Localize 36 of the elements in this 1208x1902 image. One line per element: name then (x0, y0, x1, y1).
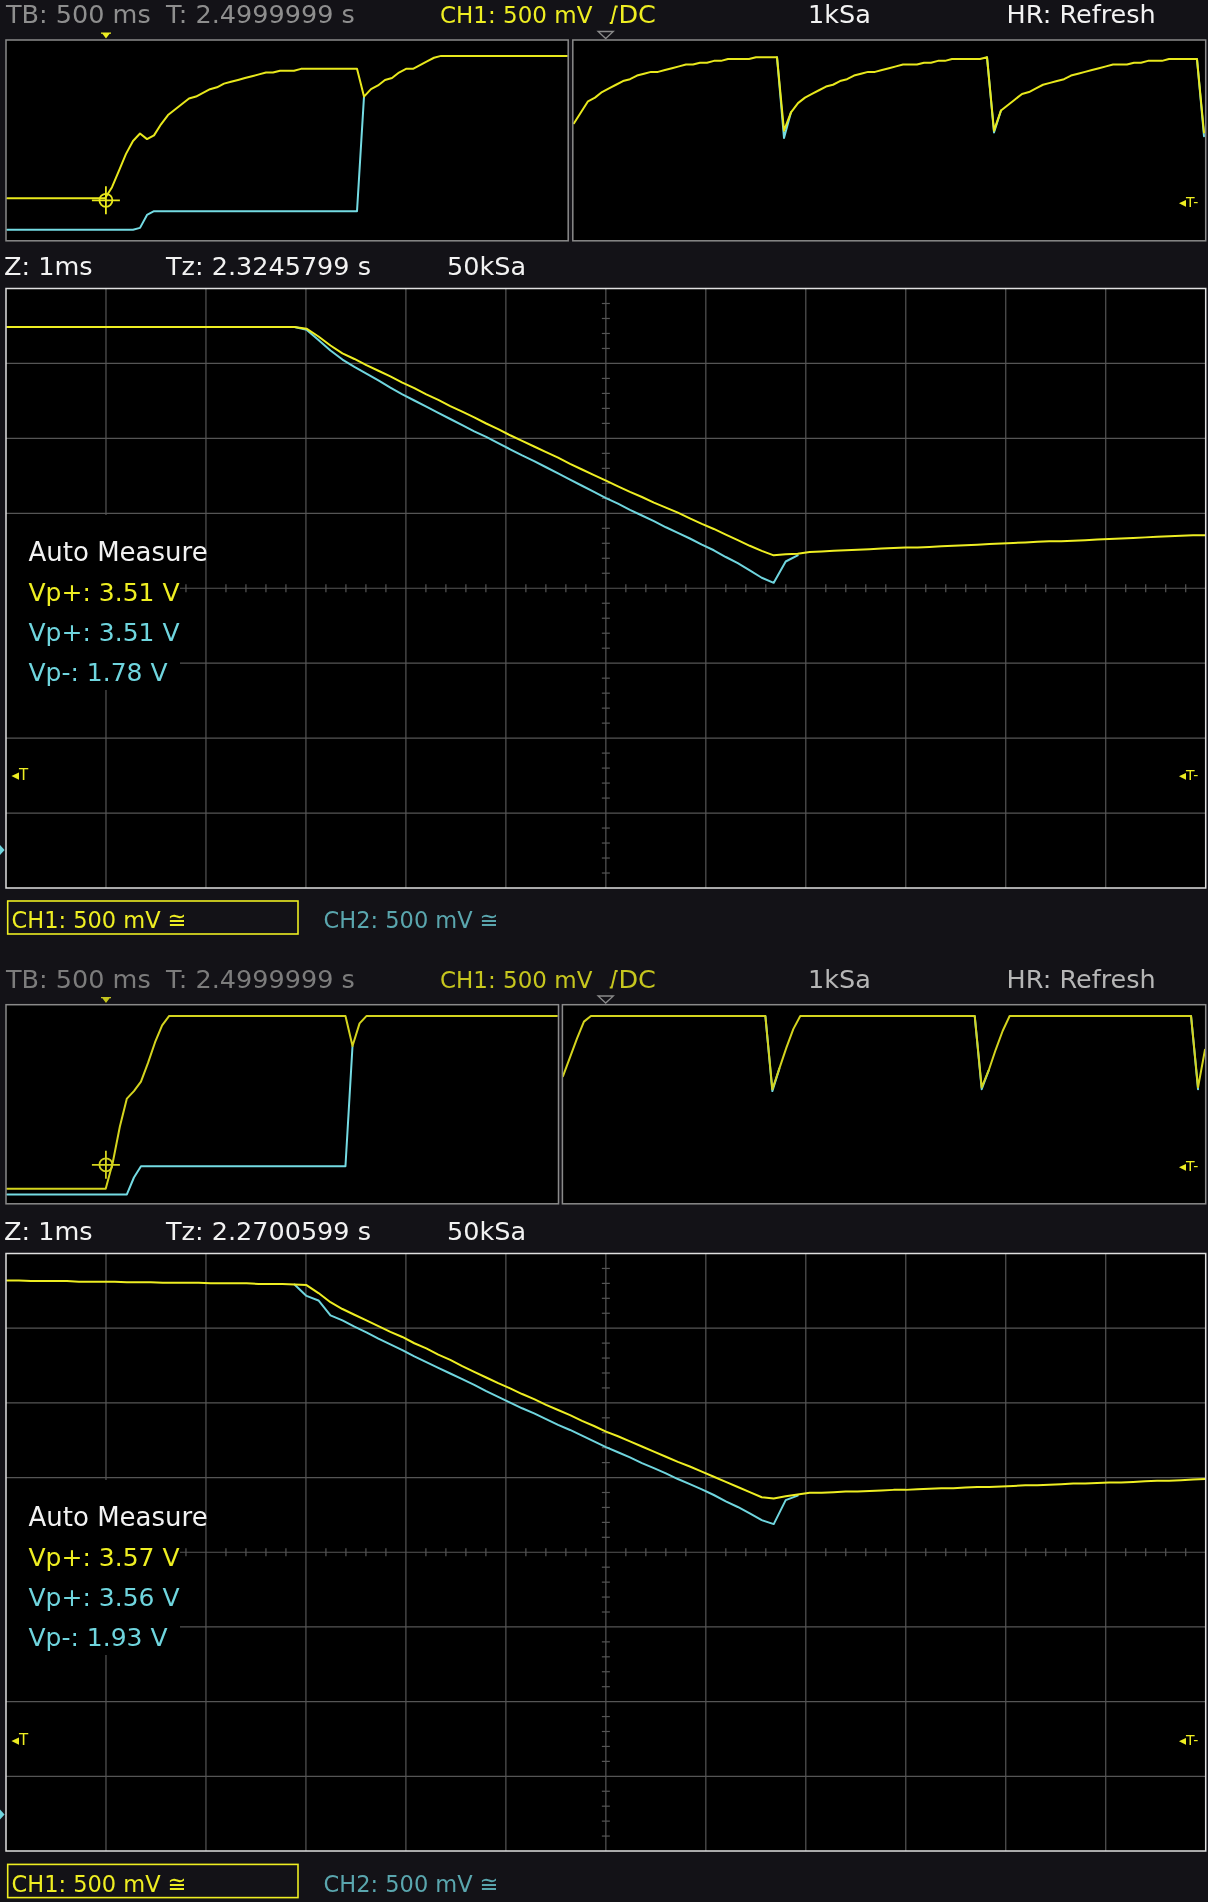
annotation: Auto Measure (28, 536, 208, 567)
text: T: 2.4999999 s (165, 963, 355, 994)
annotation: ◂T- (1179, 1158, 1199, 1174)
annotation: Vp+: 3.57 V (28, 1542, 180, 1572)
text: CH1: 500 mV (440, 2, 593, 29)
text: CH2: 500 mV ≅ (323, 907, 499, 933)
text: Z: 1ms (4, 1215, 93, 1246)
text: CH1: 500 mV (440, 966, 593, 993)
annotation: ◂T- (1179, 193, 1199, 210)
text: HR: Refresh (1006, 963, 1156, 994)
annotation: Vp-: 1.78 V (28, 658, 168, 687)
text: 1kSa (808, 0, 871, 30)
text: DC (618, 0, 656, 30)
text: 50kSa (447, 1215, 527, 1246)
text: T: 2.4999999 s (165, 0, 355, 30)
annotation: Vp+: 3.56 V (28, 1583, 180, 1612)
text: TB: 500 ms (5, 963, 151, 994)
text: TB: 500 ms (5, 0, 151, 30)
annotation: ◂T (11, 766, 30, 784)
text: Tz: 2.2700599 s (165, 1215, 371, 1246)
text: CH1: 500 mV ≅ (11, 1871, 187, 1898)
annotation: Vp+: 3.51 V (28, 577, 180, 607)
annotation: Vp-: 1.93 V (28, 1623, 168, 1652)
annotation: Vp+: 3.51 V (28, 618, 180, 647)
text: HR: Refresh (1006, 0, 1156, 30)
annotation: ◂T- (1179, 1732, 1199, 1748)
annotation: ◂T (11, 1731, 30, 1749)
text: CH1: 500 mV ≅ (11, 907, 187, 933)
text: 50kSa (447, 250, 527, 281)
text: Z: 1ms (4, 250, 93, 281)
annotation: Auto Measure (28, 1501, 208, 1532)
text: DC (618, 963, 656, 994)
text: CH2: 500 mV ≅ (323, 1871, 499, 1898)
annotation: ◂T- (1179, 767, 1199, 783)
text: 1kSa (808, 963, 871, 994)
text: Tz: 2.3245799 s (165, 250, 371, 281)
